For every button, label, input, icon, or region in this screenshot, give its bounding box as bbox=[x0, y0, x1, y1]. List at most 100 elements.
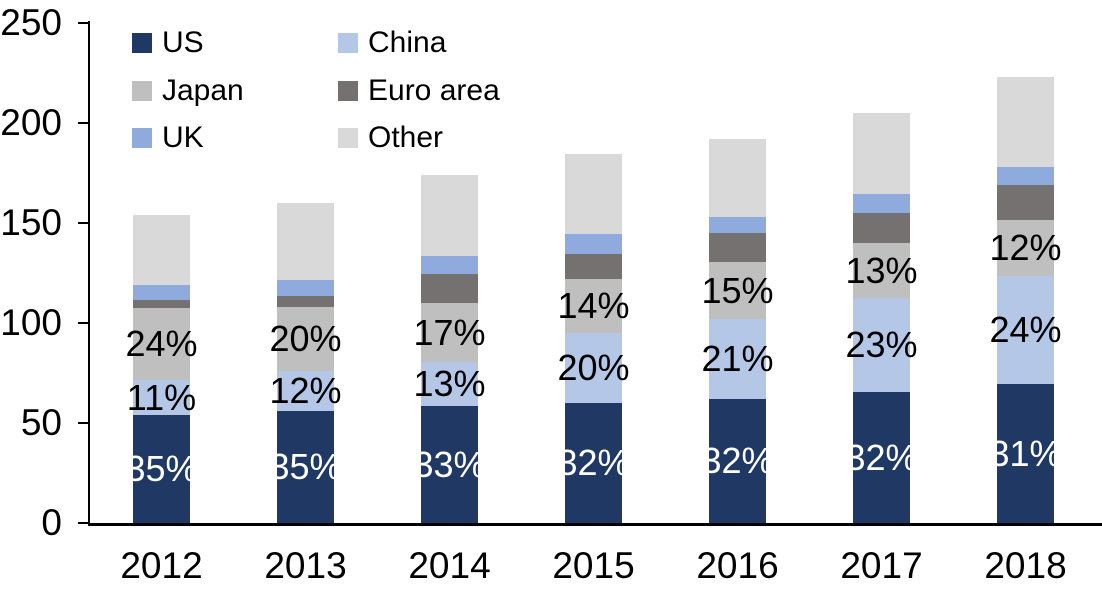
bar-segment-china bbox=[709, 319, 766, 399]
data-label: 21% bbox=[701, 338, 774, 379]
bar-segment-other bbox=[277, 203, 334, 280]
data-label: 24% bbox=[989, 309, 1062, 350]
bar-segment-china bbox=[565, 333, 622, 403]
data-label: 32% bbox=[845, 436, 918, 478]
bar-segment-other bbox=[133, 215, 190, 285]
y-tick-label: 200 bbox=[0, 102, 62, 143]
bar-segment-uk bbox=[421, 256, 478, 274]
y-tick-mark bbox=[78, 322, 90, 324]
bar-segment-uk bbox=[133, 285, 190, 300]
bar-segment-euro-area bbox=[133, 300, 190, 308]
legend-label: China bbox=[368, 26, 447, 59]
legend-swatch bbox=[132, 81, 152, 101]
y-tick-mark bbox=[78, 22, 90, 24]
x-axis-label: 2014 bbox=[408, 545, 491, 586]
y-tick-label: 50 bbox=[20, 402, 62, 443]
bar-segment-japan bbox=[997, 220, 1054, 276]
data-label: 35% bbox=[269, 446, 342, 487]
legend-swatch bbox=[338, 128, 358, 148]
legend-swatch bbox=[132, 33, 152, 53]
bar-segment-uk bbox=[277, 280, 334, 296]
legend-swatch bbox=[132, 128, 152, 148]
x-axis-label: 2018 bbox=[984, 545, 1067, 586]
legend-label: UK bbox=[162, 121, 204, 154]
legend-item: US bbox=[132, 26, 204, 60]
bar-segment-other bbox=[997, 77, 1054, 167]
y-tick-label: 0 bbox=[41, 502, 62, 543]
bar-segment-us bbox=[133, 415, 190, 523]
legend-label: US bbox=[162, 26, 204, 59]
legend-item: China bbox=[338, 26, 446, 60]
y-tick-mark bbox=[78, 222, 90, 224]
bar-segment-us bbox=[853, 392, 910, 523]
bar-segment-japan bbox=[853, 243, 910, 298]
data-label: 31% bbox=[989, 432, 1062, 474]
bar-segment-uk bbox=[853, 194, 910, 213]
bar-segment-us bbox=[277, 411, 334, 523]
bar-segment-japan bbox=[133, 308, 190, 380]
data-label: 35% bbox=[125, 448, 198, 489]
bar-segment-euro-area bbox=[997, 185, 1054, 220]
data-label: 13% bbox=[413, 363, 486, 404]
bar-segment-other bbox=[709, 139, 766, 217]
data-label: 20% bbox=[269, 318, 342, 359]
data-label: 23% bbox=[845, 324, 918, 365]
x-axis-label: 2013 bbox=[264, 545, 347, 586]
y-axis-line bbox=[88, 21, 90, 526]
x-axis-label: 2015 bbox=[552, 545, 635, 586]
x-axis-line bbox=[88, 523, 1102, 526]
y-tick-mark bbox=[78, 522, 90, 524]
data-label: 11% bbox=[126, 376, 197, 418]
bar-segment-euro-area bbox=[421, 274, 478, 303]
data-label: 12% bbox=[989, 227, 1062, 268]
legend-label: Japan bbox=[162, 74, 244, 107]
bar-segment-china bbox=[133, 380, 190, 415]
bar-segment-euro-area bbox=[277, 296, 334, 307]
legend-swatch bbox=[338, 81, 358, 101]
legend-label: Euro area bbox=[368, 74, 500, 107]
y-tick-label: 150 bbox=[0, 202, 62, 243]
data-label: 20% bbox=[557, 347, 630, 388]
bar-segment-china bbox=[997, 276, 1054, 384]
bar-segment-other bbox=[421, 175, 478, 256]
y-tick-label: 100 bbox=[0, 302, 62, 343]
bar-segment-euro-area bbox=[565, 254, 622, 279]
bar-segment-japan bbox=[277, 307, 334, 371]
legend-item: Other bbox=[338, 121, 443, 155]
bar-segment-uk bbox=[565, 234, 622, 254]
bar-segment-china bbox=[277, 371, 334, 411]
y-tick-mark bbox=[78, 422, 90, 424]
legend-swatch bbox=[338, 33, 358, 53]
bar-segment-japan bbox=[421, 303, 478, 362]
bar-segment-euro-area bbox=[709, 233, 766, 262]
legend-label: Other bbox=[368, 121, 444, 154]
data-label: 33% bbox=[413, 443, 486, 485]
y-tick-mark bbox=[78, 122, 90, 124]
legend-item: UK bbox=[132, 121, 204, 155]
data-label: 14% bbox=[557, 285, 630, 326]
bar-segment-other bbox=[853, 113, 910, 194]
data-label: 24% bbox=[125, 323, 198, 364]
bar-segment-us bbox=[997, 384, 1054, 523]
bar-segment-other bbox=[565, 154, 622, 234]
bar-segment-uk bbox=[709, 217, 766, 233]
data-label: 13% bbox=[845, 249, 918, 291]
x-axis-label: 2012 bbox=[120, 545, 203, 586]
bar-segment-japan bbox=[565, 279, 622, 333]
bar-segment-uk bbox=[997, 167, 1054, 185]
bar-segment-china bbox=[853, 298, 910, 392]
data-label: 12% bbox=[269, 370, 342, 411]
bar-segment-us bbox=[421, 406, 478, 523]
bar-segment-euro-area bbox=[853, 213, 910, 243]
bar-segment-china bbox=[421, 362, 478, 406]
data-label: 32% bbox=[701, 440, 774, 481]
bar-segment-japan bbox=[709, 262, 766, 319]
bar-segment-us bbox=[709, 399, 766, 523]
x-axis-label: 2017 bbox=[840, 545, 923, 586]
x-axis-label: 2016 bbox=[696, 545, 779, 586]
data-label: 15% bbox=[701, 269, 774, 311]
y-tick-label: 250 bbox=[0, 2, 62, 43]
legend-item: Euro area bbox=[338, 74, 500, 108]
data-label: 17% bbox=[413, 311, 486, 353]
